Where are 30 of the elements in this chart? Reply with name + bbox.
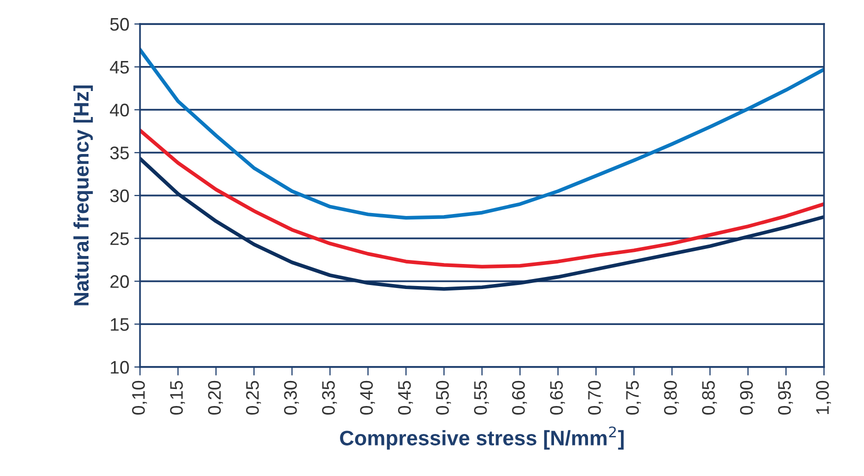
x-tick-label: 0,20 [208,380,223,415]
x-axis-title: Compressive stress [N/mm$^{2}$] [340,426,624,450]
y-axis-title: Natural frequency [Hz] [73,86,93,306]
x-tick-label: 0,10 [132,380,147,415]
y-tick-label: 35 [110,146,129,160]
x-tick-label: 0,55 [474,380,489,415]
y-tick-label: 45 [110,60,129,74]
y-tick-label: 50 [110,18,129,31]
x-tick-label: 0,45 [398,380,413,415]
x-tick-label: 1,00 [816,380,831,414]
x-tick-label: 0,75 [626,380,641,415]
x-tick-label: 0,60 [512,380,527,415]
x-tick-label: 0,95 [778,380,793,415]
x-tick-label: 0,25 [246,380,261,415]
x-tick-label: 0,70 [588,380,603,415]
y-tick-label: 30 [110,189,129,202]
y-tick-label: 15 [110,318,129,331]
y-tick-label: 10 [110,360,129,374]
y-tick-label: 40 [110,104,129,116]
x-tick-label: 0,65 [550,380,565,415]
x-tick-label: 0,85 [702,380,717,415]
x-tick-label: 0,90 [740,380,755,415]
y-tick-label: 25 [110,232,129,246]
y-tick-label: 20 [110,275,129,288]
x-tick-label: 0,15 [170,380,185,415]
x-tick-label: 0,50 [436,380,451,415]
x-tick-label: 0,35 [322,380,337,415]
x-tick-label: 0,40 [360,380,375,415]
x-tick-label: 0,80 [664,380,679,415]
x-tick-label: 0,30 [284,380,299,415]
